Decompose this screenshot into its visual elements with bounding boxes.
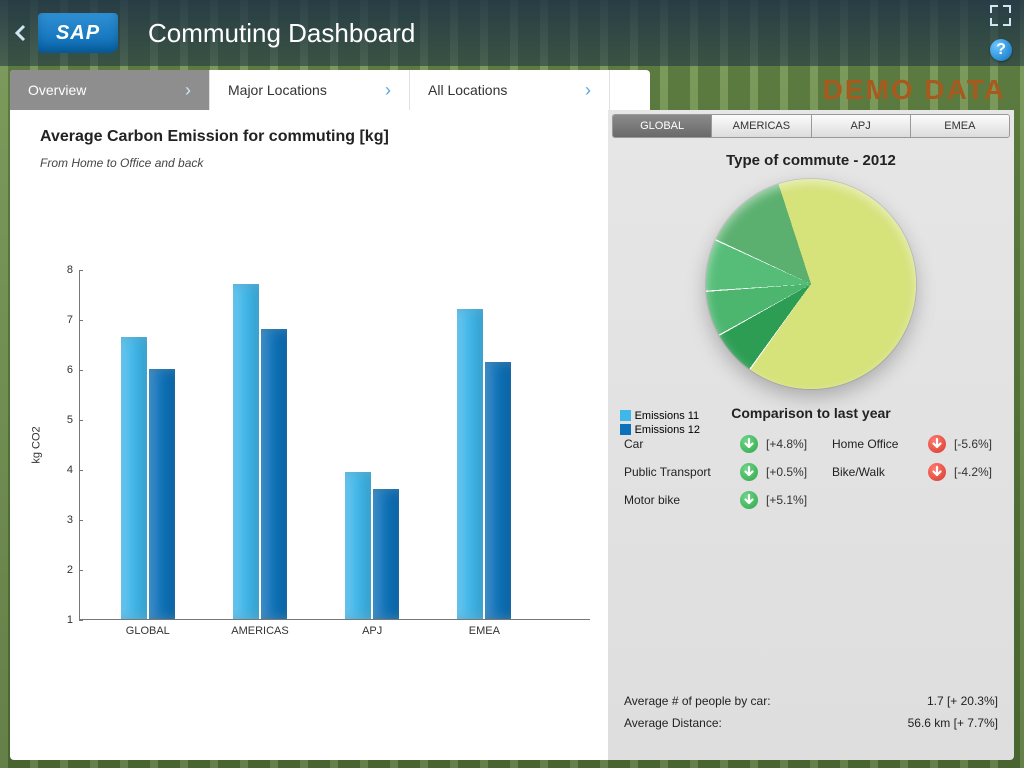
nav-tabs: Overview › Major Locations › All Locations › bbox=[10, 70, 650, 110]
comparison-icon-wrap bbox=[928, 435, 948, 453]
page-title: Commuting Dashboard bbox=[148, 18, 415, 49]
bar-chart-subtitle: From Home to Office and back bbox=[40, 156, 590, 170]
comparison-label: Bike/Walk bbox=[832, 465, 922, 479]
y-axis: 12345678 bbox=[40, 270, 80, 620]
comparison-icon-wrap bbox=[740, 491, 760, 509]
y-tick: 8 bbox=[67, 264, 79, 276]
legend-item: Emissions 11 bbox=[620, 410, 700, 422]
nav-tab-label: All Locations bbox=[428, 82, 507, 98]
legend-item: Emissions 12 bbox=[620, 424, 700, 436]
back-icon[interactable] bbox=[12, 24, 30, 42]
legend-swatch bbox=[620, 410, 631, 421]
bar[interactable] bbox=[261, 329, 287, 619]
chevron-right-icon: › bbox=[585, 80, 591, 101]
nav-tab-overview[interactable]: Overview › bbox=[10, 70, 210, 110]
category-label: GLOBAL bbox=[98, 625, 198, 637]
stats-row: Average # of people by car: 1.7 [+ 20.3%] bbox=[624, 694, 998, 708]
pie-chart-title: Type of commute - 2012 bbox=[608, 152, 1014, 169]
fullscreen-icon[interactable] bbox=[990, 5, 1012, 27]
bar[interactable] bbox=[485, 362, 511, 620]
pie-chart bbox=[706, 179, 916, 389]
chevron-right-icon: › bbox=[185, 80, 191, 101]
bar[interactable] bbox=[345, 472, 371, 620]
bar-chart-legend: Emissions 11 Emissions 12 bbox=[620, 410, 700, 438]
bar-chart: kg CO2 12345678 Emissions 11Emissions 12… bbox=[40, 270, 590, 620]
help-icon[interactable]: ? bbox=[990, 39, 1012, 61]
bar[interactable] bbox=[373, 489, 399, 619]
comparison-label: Motor bike bbox=[624, 493, 734, 507]
bar[interactable] bbox=[121, 337, 147, 620]
stats-label: Average Distance: bbox=[624, 716, 722, 730]
y-tick: 5 bbox=[67, 414, 79, 426]
nav-tabbar: Overview›Major Locations›All Locations› … bbox=[10, 70, 1014, 110]
sap-logo: SAP bbox=[38, 13, 118, 53]
region-tab-emea[interactable]: EMEA bbox=[911, 115, 1009, 137]
y-tick: 2 bbox=[67, 564, 79, 576]
y-tick: 7 bbox=[67, 314, 79, 326]
content: Average Carbon Emission for commuting [k… bbox=[10, 110, 1014, 760]
bar-group-emea: EMEA bbox=[457, 309, 511, 619]
trend-down-good-icon bbox=[740, 463, 758, 481]
bar-chart-plot: Emissions 11Emissions 12 GLOBALAMERICASA… bbox=[80, 270, 590, 620]
comparison-label: Car bbox=[624, 437, 734, 451]
header-bar: SAP Commuting Dashboard ? bbox=[0, 0, 1024, 66]
region-tabs: GLOBALAMERICASAPJEMEA bbox=[612, 114, 1010, 138]
pie-chart-wrap bbox=[608, 179, 1014, 389]
nav-tab-label: Overview bbox=[28, 82, 86, 98]
legend-label: Emissions 11 bbox=[635, 410, 700, 422]
legend-swatch bbox=[620, 424, 631, 435]
comparison-icon-wrap bbox=[740, 463, 760, 481]
bar-group-americas: AMERICAS bbox=[233, 284, 287, 619]
stats-value: 56.6 km [+ 7.7%] bbox=[908, 716, 998, 730]
chevron-right-icon: › bbox=[385, 80, 391, 101]
panel-left: Average Carbon Emission for commuting [k… bbox=[10, 110, 608, 760]
comparison-value: [+5.1%] bbox=[766, 493, 826, 507]
bar-group-global: GLOBAL bbox=[121, 337, 175, 620]
y-tick: 1 bbox=[67, 614, 79, 626]
stats-row: Average Distance: 56.6 km [+ 7.7%] bbox=[624, 716, 998, 730]
trend-down-good-icon bbox=[740, 491, 758, 509]
bar-group-apj: APJ bbox=[345, 472, 399, 620]
comparison-icon-wrap bbox=[740, 435, 760, 453]
comparison-value: [-4.2%] bbox=[954, 465, 1014, 479]
region-tab-global[interactable]: GLOBAL bbox=[613, 115, 712, 137]
demo-data-label: DEMO DATA bbox=[823, 74, 1014, 106]
y-tick: 4 bbox=[67, 464, 79, 476]
region-tab-apj[interactable]: APJ bbox=[812, 115, 911, 137]
comparison-value: [+0.5%] bbox=[766, 465, 826, 479]
comparison-label: Public Transport bbox=[624, 465, 734, 479]
comparison-value: [-5.6%] bbox=[954, 437, 1014, 451]
y-tick: 3 bbox=[67, 514, 79, 526]
nav-tab-major-locations[interactable]: Major Locations › bbox=[210, 70, 410, 110]
stats-value: 1.7 [+ 20.3%] bbox=[927, 694, 998, 708]
comparison-icon-wrap bbox=[928, 463, 948, 481]
bar[interactable] bbox=[233, 284, 259, 619]
trend-down-bad-icon bbox=[928, 463, 946, 481]
stats-block: Average # of people by car: 1.7 [+ 20.3%]… bbox=[608, 682, 1014, 760]
category-label: AMERICAS bbox=[210, 625, 310, 637]
bar[interactable] bbox=[149, 369, 175, 619]
region-tab-americas[interactable]: AMERICAS bbox=[712, 115, 811, 137]
legend-label: Emissions 12 bbox=[635, 424, 700, 436]
bar[interactable] bbox=[457, 309, 483, 619]
nav-tab-label: Major Locations bbox=[228, 82, 327, 98]
y-tick: 6 bbox=[67, 364, 79, 376]
comparison-label: Home Office bbox=[832, 437, 922, 451]
category-label: APJ bbox=[322, 625, 422, 637]
logo-text: SAP bbox=[56, 22, 100, 45]
nav-tab-all-locations[interactable]: All Locations › bbox=[410, 70, 610, 110]
comparison-value: [+4.8%] bbox=[766, 437, 826, 451]
bar-chart-title: Average Carbon Emission for commuting [k… bbox=[40, 128, 590, 146]
trend-down-good-icon bbox=[740, 435, 758, 453]
trend-down-bad-icon bbox=[928, 435, 946, 453]
category-label: EMEA bbox=[434, 625, 534, 637]
stats-label: Average # of people by car: bbox=[624, 694, 771, 708]
